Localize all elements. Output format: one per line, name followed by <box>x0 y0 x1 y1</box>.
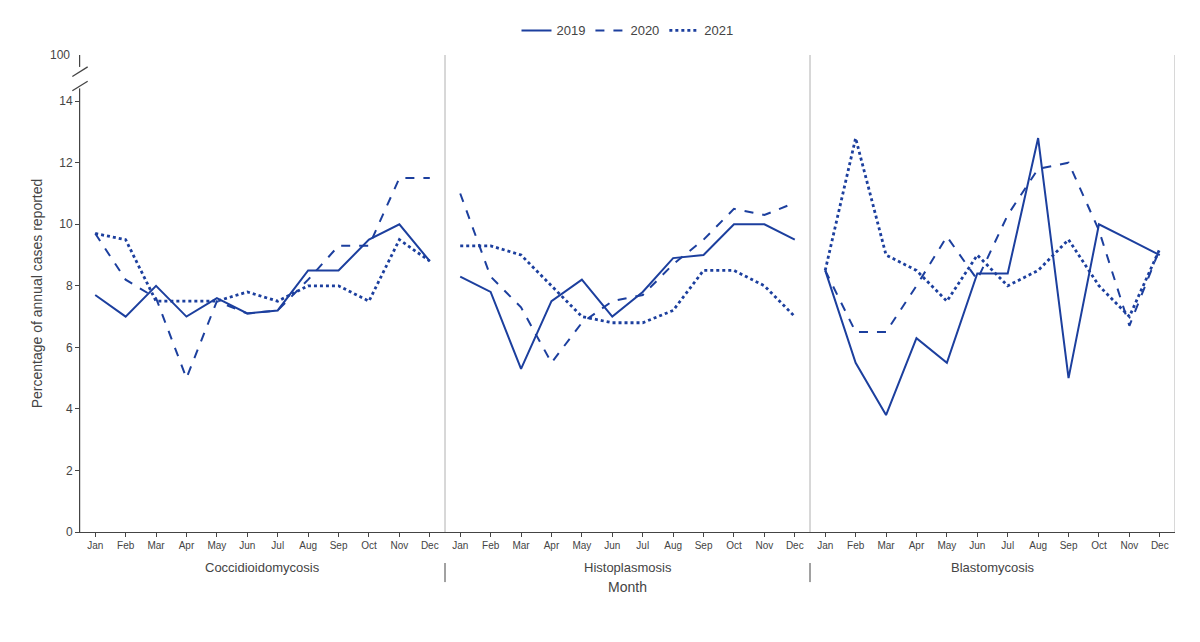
svg-text:Oct: Oct <box>726 540 742 551</box>
svg-text:Oct: Oct <box>361 540 377 551</box>
svg-text:Jun: Jun <box>239 540 255 551</box>
svg-text:Blastomycosis: Blastomycosis <box>951 560 1035 575</box>
svg-text:Mar: Mar <box>147 540 165 551</box>
svg-text:Jul: Jul <box>1001 540 1014 551</box>
svg-text:2021: 2021 <box>704 23 733 38</box>
svg-text:Sep: Sep <box>695 540 713 551</box>
svg-text:Apr: Apr <box>909 540 925 551</box>
svg-text:Dec: Dec <box>421 540 439 551</box>
svg-text:Jun: Jun <box>969 540 985 551</box>
svg-text:Nov: Nov <box>390 540 408 551</box>
svg-text:6: 6 <box>66 341 73 355</box>
svg-text:Aug: Aug <box>299 540 317 551</box>
svg-text:14: 14 <box>59 94 73 108</box>
svg-text:4: 4 <box>66 402 73 416</box>
svg-text:Aug: Aug <box>1029 540 1047 551</box>
svg-text:May: May <box>937 540 956 551</box>
svg-text:Jan: Jan <box>452 540 468 551</box>
svg-text:10: 10 <box>59 217 73 231</box>
svg-text:Oct: Oct <box>1091 540 1107 551</box>
svg-text:May: May <box>207 540 226 551</box>
svg-text:May: May <box>572 540 591 551</box>
svg-text:2019: 2019 <box>557 23 586 38</box>
svg-text:Aug: Aug <box>664 540 682 551</box>
svg-text:Nov: Nov <box>755 540 773 551</box>
svg-text:Apr: Apr <box>179 540 195 551</box>
svg-text:8: 8 <box>66 279 73 293</box>
svg-text:2: 2 <box>66 464 73 478</box>
svg-text:Sep: Sep <box>1060 540 1078 551</box>
svg-text:Dec: Dec <box>1151 540 1169 551</box>
svg-text:Feb: Feb <box>847 540 865 551</box>
svg-text:Sep: Sep <box>330 540 348 551</box>
svg-text:Jul: Jul <box>271 540 284 551</box>
svg-text:Mar: Mar <box>877 540 895 551</box>
svg-text:Percentage of annual cases rep: Percentage of annual cases reported <box>29 179 45 409</box>
svg-text:100: 100 <box>50 48 70 62</box>
svg-text:12: 12 <box>59 156 73 170</box>
svg-text:0: 0 <box>66 525 73 539</box>
svg-text:Jan: Jan <box>87 540 103 551</box>
svg-text:Histoplasmosis: Histoplasmosis <box>584 560 672 575</box>
svg-text:Apr: Apr <box>544 540 560 551</box>
svg-text:Month: Month <box>608 579 647 595</box>
svg-text:Nov: Nov <box>1120 540 1138 551</box>
svg-text:Mar: Mar <box>512 540 530 551</box>
svg-text:Jun: Jun <box>604 540 620 551</box>
svg-text:Feb: Feb <box>117 540 135 551</box>
svg-text:Feb: Feb <box>482 540 500 551</box>
svg-text:Jul: Jul <box>636 540 649 551</box>
svg-text:Jan: Jan <box>817 540 833 551</box>
svg-text:2020: 2020 <box>630 23 659 38</box>
svg-text:Dec: Dec <box>786 540 804 551</box>
svg-text:Coccidioidomycosis: Coccidioidomycosis <box>205 560 320 575</box>
